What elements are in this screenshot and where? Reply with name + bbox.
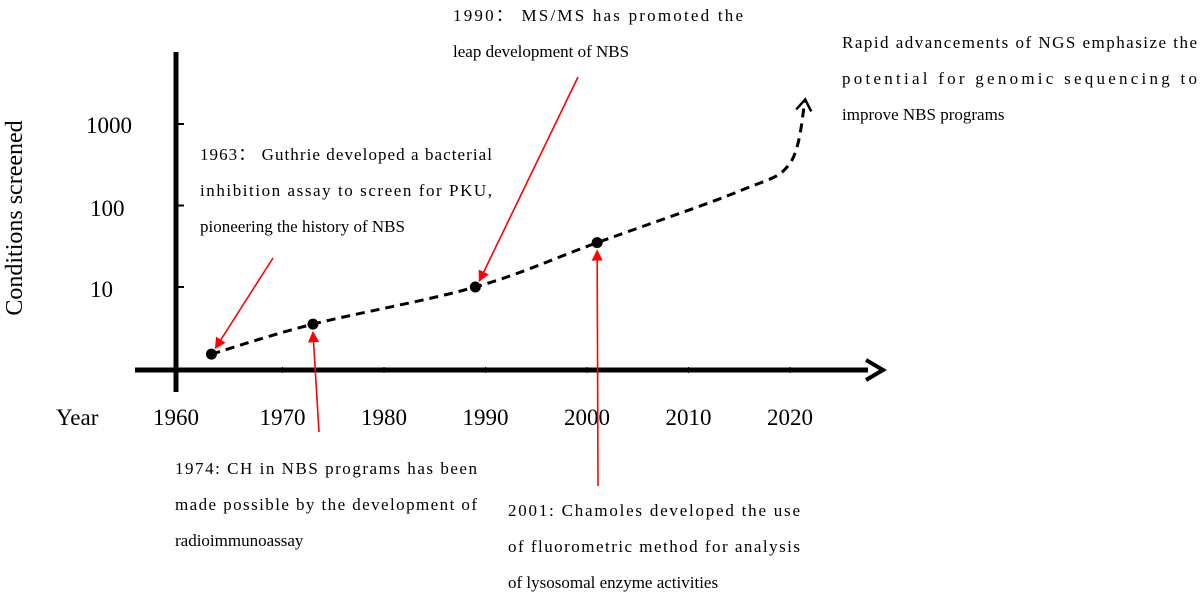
y-tick-label-10: 10 bbox=[90, 277, 113, 302]
x-axis-label: Year bbox=[56, 405, 99, 430]
annotation-text: of lysosomal enzyme activities bbox=[508, 573, 718, 592]
annotation-arrow bbox=[591, 249, 603, 487]
annotation-arrow bbox=[478, 76, 579, 283]
x-tick-label: 2020 bbox=[767, 405, 813, 430]
annotation-text: of fluorometric method for analysis bbox=[508, 537, 800, 556]
x-tick-label: 2010 bbox=[666, 405, 712, 430]
annotation-text: 1974: CH in NBS programs has been bbox=[175, 459, 478, 478]
data-point bbox=[469, 281, 481, 293]
annotation-arrow bbox=[307, 331, 320, 433]
annotation-arrows bbox=[214, 76, 603, 487]
annotation-text: leap development of NBS bbox=[453, 42, 629, 61]
x-tick-label: 1960 bbox=[153, 405, 199, 430]
annotation-text: pioneering the history of NBS bbox=[200, 217, 405, 236]
x-tick-label: 2000 bbox=[564, 405, 610, 430]
annotation-text: 1990： MS/MS has promoted the bbox=[453, 6, 743, 25]
series-line bbox=[205, 97, 813, 360]
annotation-text: made possible by the development of bbox=[175, 495, 477, 514]
annotations: 1963： Guthrie developed a bacterial inhib… bbox=[175, 6, 1197, 592]
y-tick-label-1000: 1000 bbox=[86, 113, 132, 138]
y-axis-label: Conditions screened bbox=[2, 120, 28, 315]
x-tick-label: 1990 bbox=[463, 405, 509, 430]
data-point bbox=[205, 348, 217, 360]
y-tick-label-100: 100 bbox=[90, 196, 125, 221]
x-tick-label: 1970 bbox=[260, 405, 306, 430]
x-tick-label: 1980 bbox=[361, 405, 407, 430]
x-axis-arrowhead bbox=[864, 358, 887, 382]
annotation-text: potential for genomic sequencing to bbox=[842, 69, 1197, 88]
x-ticks: 1960 1970 1980 1990 2000 2010 2020 bbox=[153, 123, 813, 430]
annotation-text: 1963： Guthrie developed a bacterial bbox=[200, 145, 492, 164]
data-point bbox=[591, 237, 603, 249]
annotation-arrow bbox=[214, 257, 274, 350]
annotation-text: Rapid advancements of NGS emphasize the bbox=[842, 33, 1197, 52]
annotation-text: inhibition assay to screen for PKU, bbox=[200, 181, 492, 200]
annotation-text: improve NBS programs bbox=[842, 105, 1004, 124]
annotation-text: radioimmunoassay bbox=[175, 531, 304, 550]
data-point bbox=[307, 318, 319, 330]
curve-arrowhead bbox=[795, 97, 813, 113]
annotation-text: 2001: Chamoles developed the use bbox=[508, 501, 800, 520]
